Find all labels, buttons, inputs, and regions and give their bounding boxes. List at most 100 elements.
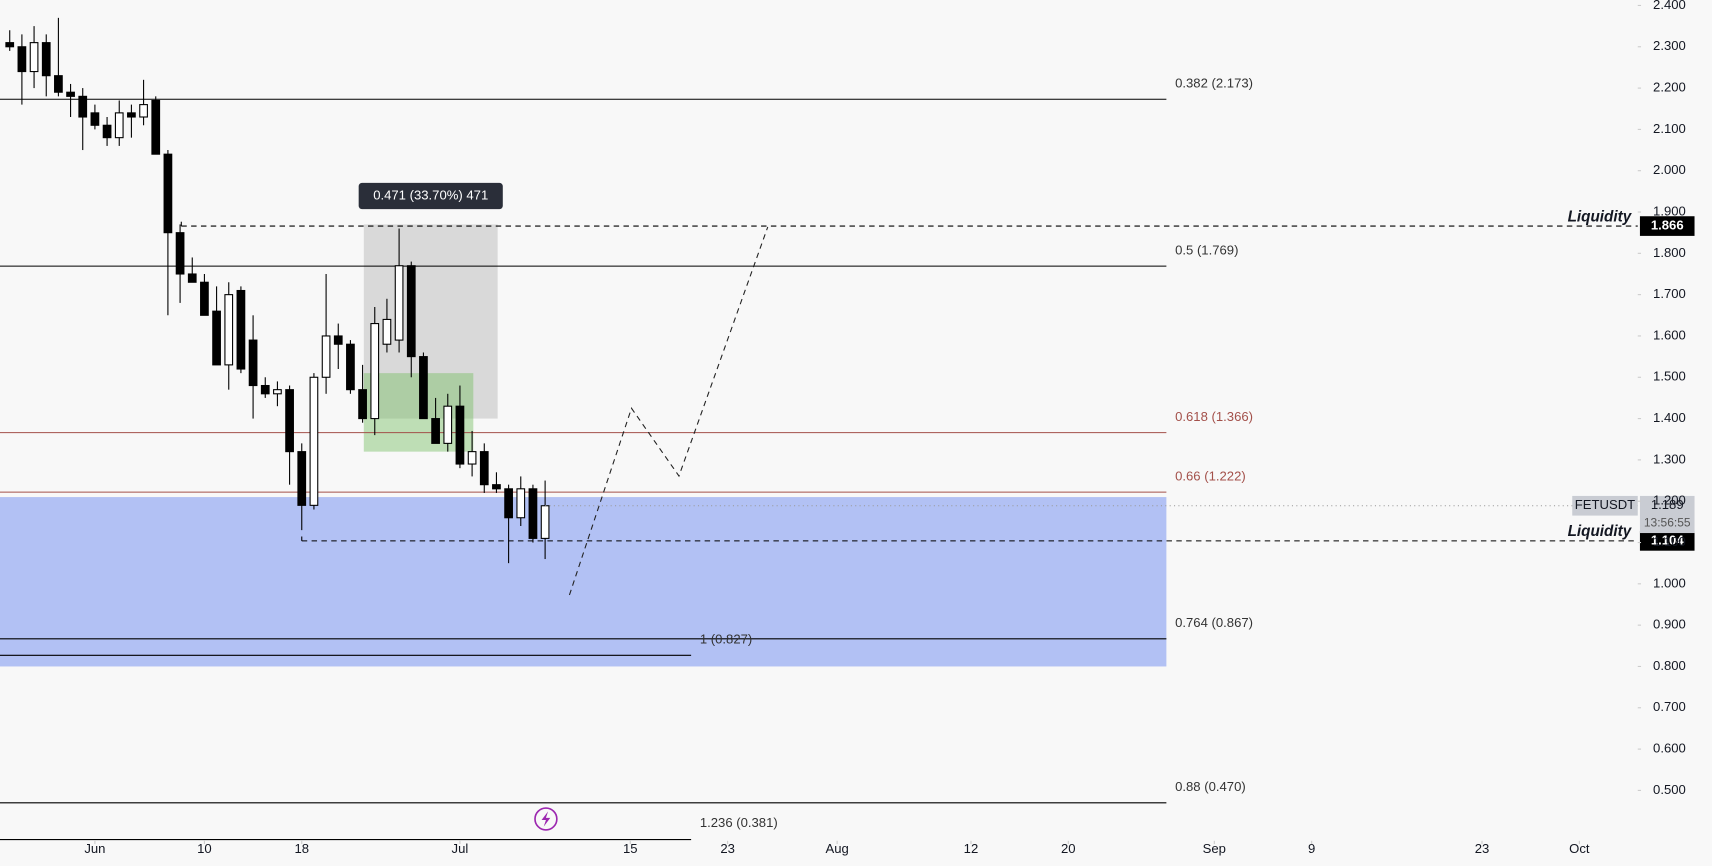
fib-label: 0.66 (1.222) [1175,468,1246,483]
fib-label: 1.236 (0.381) [700,815,778,830]
fib-label: 0.5 (1.769) [1175,242,1238,257]
fib-label: 0.764 (0.867) [1175,615,1253,630]
y-tick-label: 2.400 [1653,0,1686,12]
price-box [1639,216,1695,236]
last-price-label: 1.189 [1651,497,1684,512]
candle-body [200,281,209,316]
last-price-box [1639,495,1695,534]
zone [0,497,1167,667]
candle-body [248,339,258,387]
countdown: 13:56:55 [1644,515,1691,529]
price-label: 1.866 [1651,218,1684,233]
y-tick-label: 2.300 [1653,38,1686,53]
candle-body [540,505,550,539]
x-tick-label: Sep [1203,841,1226,856]
y-tick-label: 1.000 [1653,575,1686,590]
measure-label: 0.471 (33.70%) 471 [373,187,488,202]
candle-body [528,488,538,539]
y-tick-label: 1.500 [1653,369,1686,384]
candle-body [90,112,100,126]
y-tick-label: 0.800 [1653,658,1686,673]
y-tick-label: 0.700 [1653,699,1686,714]
x-tick-label: 20 [1061,841,1076,856]
candle-body [467,451,477,465]
candle-body [455,405,465,465]
candle-body [309,376,319,506]
price-box [1639,531,1695,551]
candle-body [504,488,513,519]
x-tick-label: Oct [1569,841,1590,856]
candle-body [224,294,234,366]
candle-body [321,335,331,378]
candle-body [41,42,51,77]
x-tick-label: 23 [720,841,735,856]
x-tick-label: Aug [825,841,848,856]
candle-body [114,112,124,139]
y-tick-label: 1.300 [1653,451,1686,466]
y-tick-label: 0.600 [1653,741,1686,756]
candle-body [78,95,88,118]
candle-body [346,343,355,391]
y-tick-label: 2.100 [1653,121,1686,136]
y-tick-label: 2.200 [1653,80,1686,95]
candle-body [139,104,148,118]
x-tick-label: 12 [964,841,979,856]
candle-body [333,335,343,345]
candle-body [66,91,75,97]
y-tick-label: 1.200 [1653,493,1686,508]
candle-body [406,265,416,358]
candle-body [175,232,185,275]
candle-body [297,451,307,506]
candle-body [163,153,173,234]
x-tick-label: Jun [84,841,105,856]
liquidity-label: Liquidity [1568,208,1633,225]
x-tick-label: 10 [197,841,212,856]
y-tick-label: 0.900 [1653,617,1686,632]
candle-body [5,42,15,48]
candle-body [54,75,63,93]
candle-body [443,405,453,444]
candle-body [431,418,440,444]
fib-label: 0.618 (1.366) [1175,409,1253,424]
candle-body [382,318,392,345]
candle-body [102,124,112,139]
x-tick-label: 15 [623,841,638,856]
fib-label: 1 (0.827) [700,631,752,646]
x-tick-label: 18 [294,841,309,856]
candle-body [492,484,501,490]
candle-body [17,46,27,73]
y-tick-label: 1.800 [1653,245,1686,260]
symbol-box [1572,495,1638,516]
candle-body [187,273,197,283]
candle-body [29,42,39,73]
fib-label: 0.88 (0.470) [1175,779,1246,794]
y-tick-label: 1.900 [1653,203,1686,218]
y-tick-label: 1.100 [1653,534,1686,549]
candle-body [516,488,526,519]
candle-body [479,451,489,486]
symbol-label: FETUSDT [1575,497,1635,512]
candle-body [394,265,404,341]
alert-icon [534,807,558,831]
fib-label: 0.382 (2.173) [1175,75,1253,90]
measure-box [358,182,503,210]
candle-body [127,112,136,118]
candle-body [151,99,161,155]
x-tick-label: 9 [1308,841,1315,856]
candle-body [273,389,282,395]
y-tick-label: 1.600 [1653,327,1686,342]
y-tick-label: 0.500 [1653,782,1686,797]
candle-body [260,384,270,395]
price-label: 1.104 [1651,532,1684,547]
liquidity-label: Liquidity [1568,523,1633,540]
candle-body [285,389,294,453]
x-tick-label: Jul [452,841,469,856]
x-tick-label: 23 [1475,841,1490,856]
candle-body [236,289,246,370]
y-tick-label: 1.400 [1653,410,1686,425]
candle-body [419,356,428,420]
candle-body [358,389,367,420]
projection-path [568,226,769,596]
